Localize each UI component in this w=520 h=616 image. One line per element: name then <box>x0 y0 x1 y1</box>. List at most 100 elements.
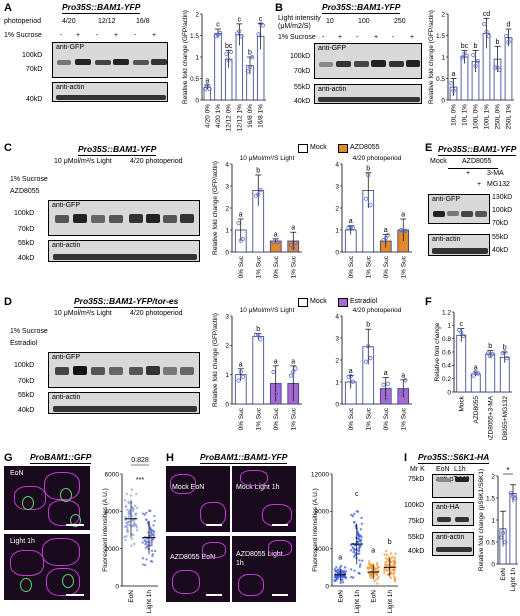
y-tick-label: 1 <box>225 372 229 379</box>
significance-letter: a <box>371 548 375 555</box>
data-point <box>146 540 149 543</box>
panel-d-gfp-label: anti-GFP <box>52 354 81 361</box>
panel-d-actin-blot: anti-actin <box>48 392 200 414</box>
panel-a-sign: - <box>134 32 137 39</box>
blot-band <box>53 254 197 260</box>
y-tick-label: 0.4 <box>442 363 451 370</box>
panel-e-row2-label: MG132 <box>487 181 510 188</box>
data-point <box>355 510 359 513</box>
data-point <box>133 504 137 507</box>
x-tick-label: AZD8055 <box>473 396 480 424</box>
panel-e-sign: + <box>477 181 482 188</box>
data-point <box>334 569 337 573</box>
panel-i-blot-label: anti-actin <box>436 534 465 541</box>
data-point <box>354 547 357 551</box>
blot-band <box>109 215 123 223</box>
data-point <box>293 366 298 371</box>
data-point <box>475 58 480 64</box>
data-point <box>403 228 408 233</box>
panel-a-sign: - <box>96 32 99 39</box>
data-point <box>359 528 363 531</box>
cell-outline <box>262 504 292 526</box>
data-point <box>228 49 233 54</box>
data-point <box>144 542 147 546</box>
y-tick-label: 0.5 <box>486 539 495 546</box>
panel-b-title: Pro35S::BAM1-YFP <box>322 2 401 14</box>
micrograph-light: Light 1h <box>4 534 90 600</box>
data-point <box>353 512 356 516</box>
x-tick-label: 10L 0% <box>451 104 458 126</box>
x-tick-label: AZD8055+3-MA <box>487 395 494 440</box>
data-point <box>245 69 250 74</box>
data-point <box>273 392 278 397</box>
significance-letter: d <box>507 22 511 29</box>
x-tick-label: 1% Suc <box>365 407 372 430</box>
data-point <box>152 524 155 527</box>
data-point <box>256 332 261 338</box>
blot-band <box>129 214 143 223</box>
data-point <box>133 523 136 527</box>
data-point <box>130 488 134 491</box>
data-point <box>368 560 371 563</box>
blot-band <box>432 248 488 254</box>
y-tick-label: 3 <box>225 313 229 320</box>
significance-letter: a <box>474 365 478 372</box>
y-tick-label: 0.5 <box>436 76 445 83</box>
scale-bar <box>66 594 84 596</box>
data-point <box>384 561 388 564</box>
data-point <box>253 193 259 198</box>
data-point <box>377 575 380 578</box>
y-tick-label: 0.8 <box>442 336 451 343</box>
data-point <box>350 513 353 517</box>
data-point <box>486 34 491 39</box>
data-point <box>459 330 464 335</box>
data-point <box>350 225 356 230</box>
data-point <box>358 565 362 568</box>
x-tick-label: 100L 1% <box>484 104 491 130</box>
data-point <box>150 549 154 552</box>
panel-e-actin-blot: anti-actin <box>428 234 490 256</box>
data-point <box>349 568 353 571</box>
panel-letter-b: B <box>275 2 283 14</box>
data-point <box>367 572 371 575</box>
blot-band <box>109 367 123 375</box>
legend-swatch-estradiol <box>338 298 348 307</box>
significance-letter: a <box>291 358 295 365</box>
panel-b-sign: - <box>322 34 325 41</box>
data-point <box>271 369 276 375</box>
data-point <box>484 29 489 34</box>
panel-a-row1-v2: 12/12 <box>98 18 116 25</box>
panel-e-marker: 130kD <box>492 194 513 201</box>
y-tick-label: 4000 <box>315 546 330 553</box>
significance-letter: b <box>366 165 370 172</box>
data-point <box>361 559 364 562</box>
data-point <box>391 573 395 576</box>
data-point <box>389 576 393 580</box>
panel-i-mr-label: Mr K <box>410 466 425 473</box>
bar <box>252 336 265 405</box>
panel-a-sign: + <box>114 32 119 39</box>
data-point <box>340 570 344 574</box>
data-point <box>354 554 357 557</box>
guard-cell <box>62 574 74 588</box>
data-point <box>129 494 133 497</box>
x-tick-label: 4/20 1% <box>215 104 222 128</box>
guard-cell <box>70 514 81 527</box>
data-point <box>136 528 139 532</box>
data-point <box>375 563 379 567</box>
legend-swatch-mock <box>298 298 308 307</box>
data-point <box>369 574 372 577</box>
blot-band <box>53 406 197 412</box>
x-tick-label: Light 1h <box>354 590 361 614</box>
bar <box>456 334 467 393</box>
panel-i-actin-blot: anti-actin <box>432 532 474 556</box>
y-tick-label: 1.5 <box>486 495 495 502</box>
x-tick-label: 10L 1% <box>462 104 469 126</box>
x-tick-label: 0% Suc <box>238 407 245 430</box>
blot-band <box>319 62 333 67</box>
blot-band <box>180 214 194 223</box>
panel-h-chart: 0 4000 8000 12000 Fluorescent intensities (A… <box>311 471 398 614</box>
panel-e-marker: 100kD <box>492 207 513 214</box>
data-point <box>393 568 397 571</box>
data-point <box>366 173 371 178</box>
